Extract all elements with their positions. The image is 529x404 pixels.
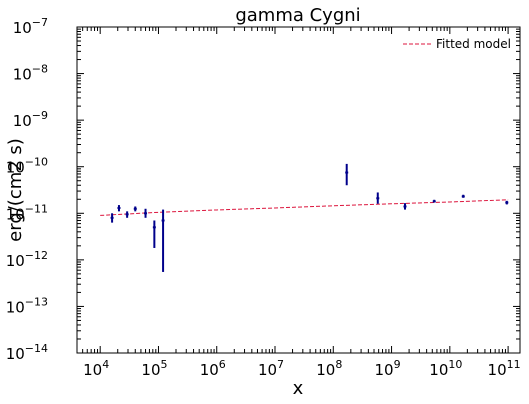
x-axis-label: x <box>293 378 304 399</box>
y-tick-label: 10−7 <box>13 16 48 37</box>
chart-title: gamma Cygni <box>235 5 360 26</box>
x-tick-label: 108 <box>316 358 342 379</box>
x-tick-label: 109 <box>375 358 401 379</box>
y-axis-label: erg/(cm2 s) <box>5 138 26 242</box>
y-tick-label: 10−8 <box>13 63 48 84</box>
data-point <box>432 200 436 203</box>
x-tick-label: 107 <box>258 358 284 379</box>
x-tick-labels: 104 105 106 107 108 109 1010 1011 <box>83 358 521 379</box>
data-point <box>403 205 407 208</box>
data-point <box>152 226 156 229</box>
data-point <box>133 207 137 210</box>
data-point <box>345 171 349 174</box>
data-point <box>461 195 465 198</box>
y-tick-label: 10−12 <box>6 249 48 270</box>
legend-label-fitted-model: Fitted model <box>436 37 511 51</box>
axis-ticks <box>76 26 520 354</box>
data-point <box>505 201 509 204</box>
data-point <box>110 216 114 219</box>
x-tick-label: 1011 <box>488 358 521 379</box>
legend: Fitted model <box>403 37 511 51</box>
fitted-model-line <box>100 199 509 216</box>
y-tick-label: 10−11 <box>6 202 48 223</box>
y-tick-label: 10−13 <box>6 295 48 316</box>
x-tick-label: 104 <box>83 358 109 379</box>
y-tick-label: 10−10 <box>6 156 48 177</box>
y-tick-label: 10−14 <box>6 342 48 363</box>
y-tick-label: 10−9 <box>13 109 48 130</box>
data-point <box>376 197 380 200</box>
x-tick-label: 106 <box>200 358 226 379</box>
data-point <box>144 212 148 215</box>
y-tick-labels: 10−14 10−13 10−12 10−11 10−10 10−9 10−8 10−7 <box>6 16 48 363</box>
model-series <box>100 199 509 216</box>
x-tick-label: 105 <box>141 358 167 379</box>
data-series <box>110 163 509 272</box>
data-point <box>125 213 129 216</box>
x-tick-label: 1010 <box>429 358 462 379</box>
data-point <box>117 206 121 209</box>
data-point <box>161 219 165 222</box>
plot-frame <box>76 26 521 354</box>
